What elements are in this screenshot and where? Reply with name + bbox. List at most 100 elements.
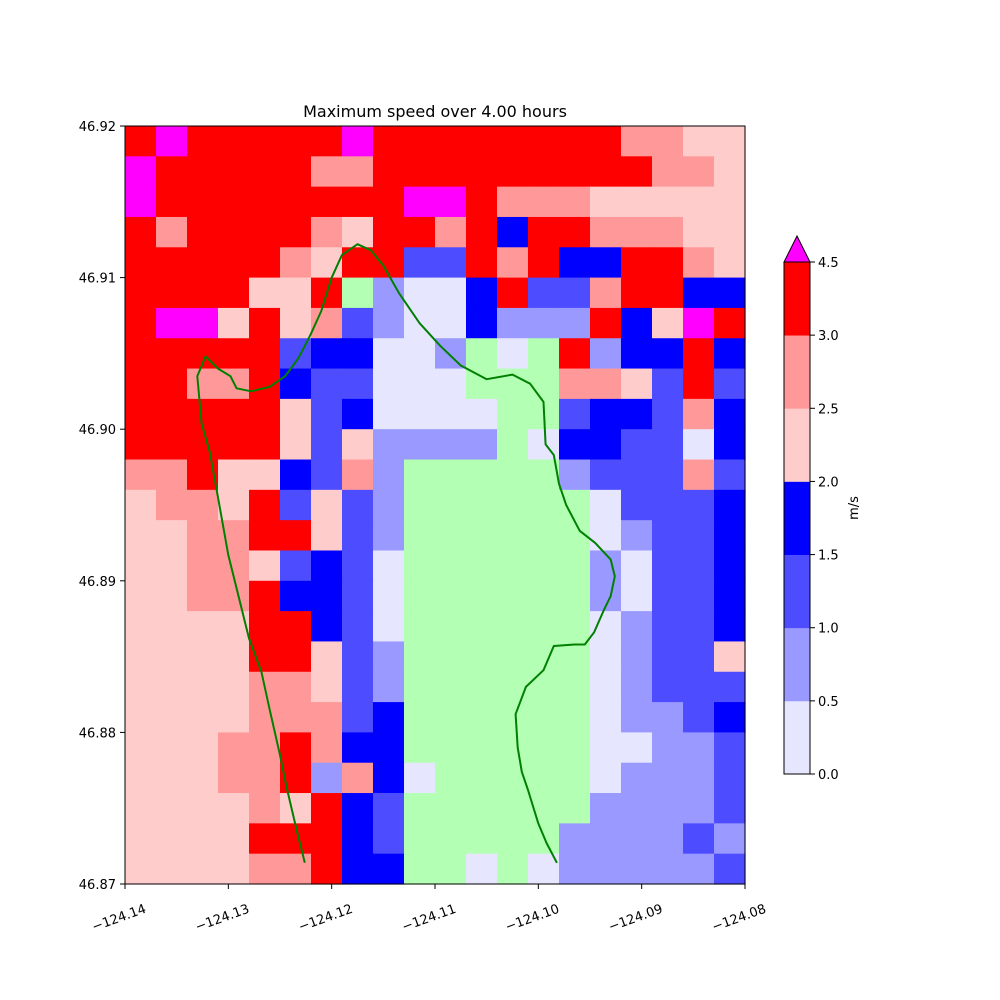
x-tick-label: −124.14 (90, 902, 148, 935)
heatmap-cell (683, 156, 715, 188)
heatmap-cell (373, 459, 405, 491)
heatmap-cell (590, 762, 622, 794)
heatmap-cell (156, 793, 188, 824)
heatmap-cell (497, 338, 529, 370)
heatmap-cell (435, 823, 467, 855)
heatmap-cell (714, 307, 746, 339)
heatmap-cell (249, 580, 281, 612)
heatmap-cell (218, 216, 250, 248)
heatmap-cell (714, 611, 746, 643)
heatmap-cell (373, 156, 405, 188)
heatmap-cell (652, 429, 684, 461)
heatmap-cell (497, 611, 529, 643)
heatmap-cell (342, 156, 374, 188)
heatmap-cell (404, 793, 436, 824)
heatmap-cell (714, 520, 746, 552)
heatmap-cell (497, 702, 529, 733)
heatmap-cell (156, 307, 188, 339)
heatmap-cell (249, 126, 281, 157)
heatmap-cell (590, 732, 622, 764)
heatmap-cell (435, 611, 467, 643)
heatmap-cell (373, 338, 405, 370)
heatmap-cell (528, 126, 560, 157)
heatmap-cell (435, 186, 467, 218)
heatmap-cell (187, 429, 219, 461)
heatmap-cell (187, 762, 219, 794)
heatmap-cell (435, 216, 467, 248)
heatmap-cell (466, 126, 498, 157)
x-tick-label: −124.12 (297, 902, 355, 935)
colorbar-segment (784, 262, 810, 336)
heatmap-cell (125, 307, 157, 339)
heatmap-cell (714, 216, 746, 248)
colorbar-segment (784, 335, 810, 409)
heatmap-cell (466, 398, 498, 430)
heatmap-cell (280, 793, 312, 824)
y-axis: 46.87 46.88 46.89 46.90 46.91 46.92 (79, 120, 125, 893)
heatmap-cell (714, 459, 746, 491)
heatmap-cell (249, 489, 281, 521)
heatmap-cell (249, 793, 281, 824)
heatmap-cell (311, 793, 343, 824)
heatmap-cell (342, 853, 374, 885)
heatmap-cell (497, 398, 529, 430)
heatmap-cell (590, 368, 622, 400)
heatmap-cell (249, 368, 281, 400)
x-tick-label: −124.10 (503, 902, 561, 935)
heatmap-cell (249, 459, 281, 491)
heatmap-cell (621, 126, 653, 157)
heatmap-cell (621, 459, 653, 491)
heatmap-cell (156, 247, 188, 279)
heatmap-cell (683, 732, 715, 764)
heatmap-cell (528, 277, 560, 309)
heatmap-cell (559, 641, 591, 673)
heatmap-cell (156, 580, 188, 612)
heatmap-cell (714, 793, 746, 824)
heatmap-cell (466, 156, 498, 188)
heatmap-cell (218, 823, 250, 855)
heatmap-cell (683, 702, 715, 733)
heatmap-cell (156, 186, 188, 218)
colorbar-extend-triangle (783, 234, 811, 263)
heatmap-cell (311, 611, 343, 643)
heatmap-cell (714, 398, 746, 430)
heatmap-cell (280, 216, 312, 248)
heatmap-cell (652, 459, 684, 491)
heatmap-cell (218, 459, 250, 491)
heatmap-cell (559, 853, 591, 885)
heatmap-cell (590, 277, 622, 309)
heatmap-cell (249, 216, 281, 248)
heatmap-cell (311, 216, 343, 248)
heatmap-cell (187, 247, 219, 279)
heatmap-cell (466, 520, 498, 552)
heatmap-cell (714, 671, 746, 703)
heatmap-cell (125, 398, 157, 430)
heatmap-cell (311, 732, 343, 764)
heatmap-cell (373, 216, 405, 248)
heatmap-cell (373, 247, 405, 279)
heatmap-cell (311, 338, 343, 370)
colorbar-segment (784, 554, 810, 629)
heatmap-cell (652, 126, 684, 157)
heatmap-cell (218, 338, 250, 370)
heatmap-cell (156, 277, 188, 309)
heatmap-cell (373, 398, 405, 430)
heatmap-cell (280, 489, 312, 521)
heatmap-cell (342, 307, 374, 339)
heatmap-cell (528, 611, 560, 643)
heatmap-cell (466, 641, 498, 673)
heatmap-cell (559, 307, 591, 339)
heatmap-cell (435, 156, 467, 188)
heatmap-cell (249, 398, 281, 430)
heatmap-cell (590, 156, 622, 188)
heatmap-cell (497, 580, 529, 612)
heatmap-cell (125, 247, 157, 279)
heatmap-cell (125, 277, 157, 309)
heatmap-cell (249, 853, 281, 885)
heatmap-cell (342, 550, 374, 582)
heatmap-cell (187, 307, 219, 339)
heatmap-cell (373, 126, 405, 157)
heatmap-cell (435, 489, 467, 521)
colorbar-frame (783, 262, 811, 775)
heatmap-cell (249, 307, 281, 339)
